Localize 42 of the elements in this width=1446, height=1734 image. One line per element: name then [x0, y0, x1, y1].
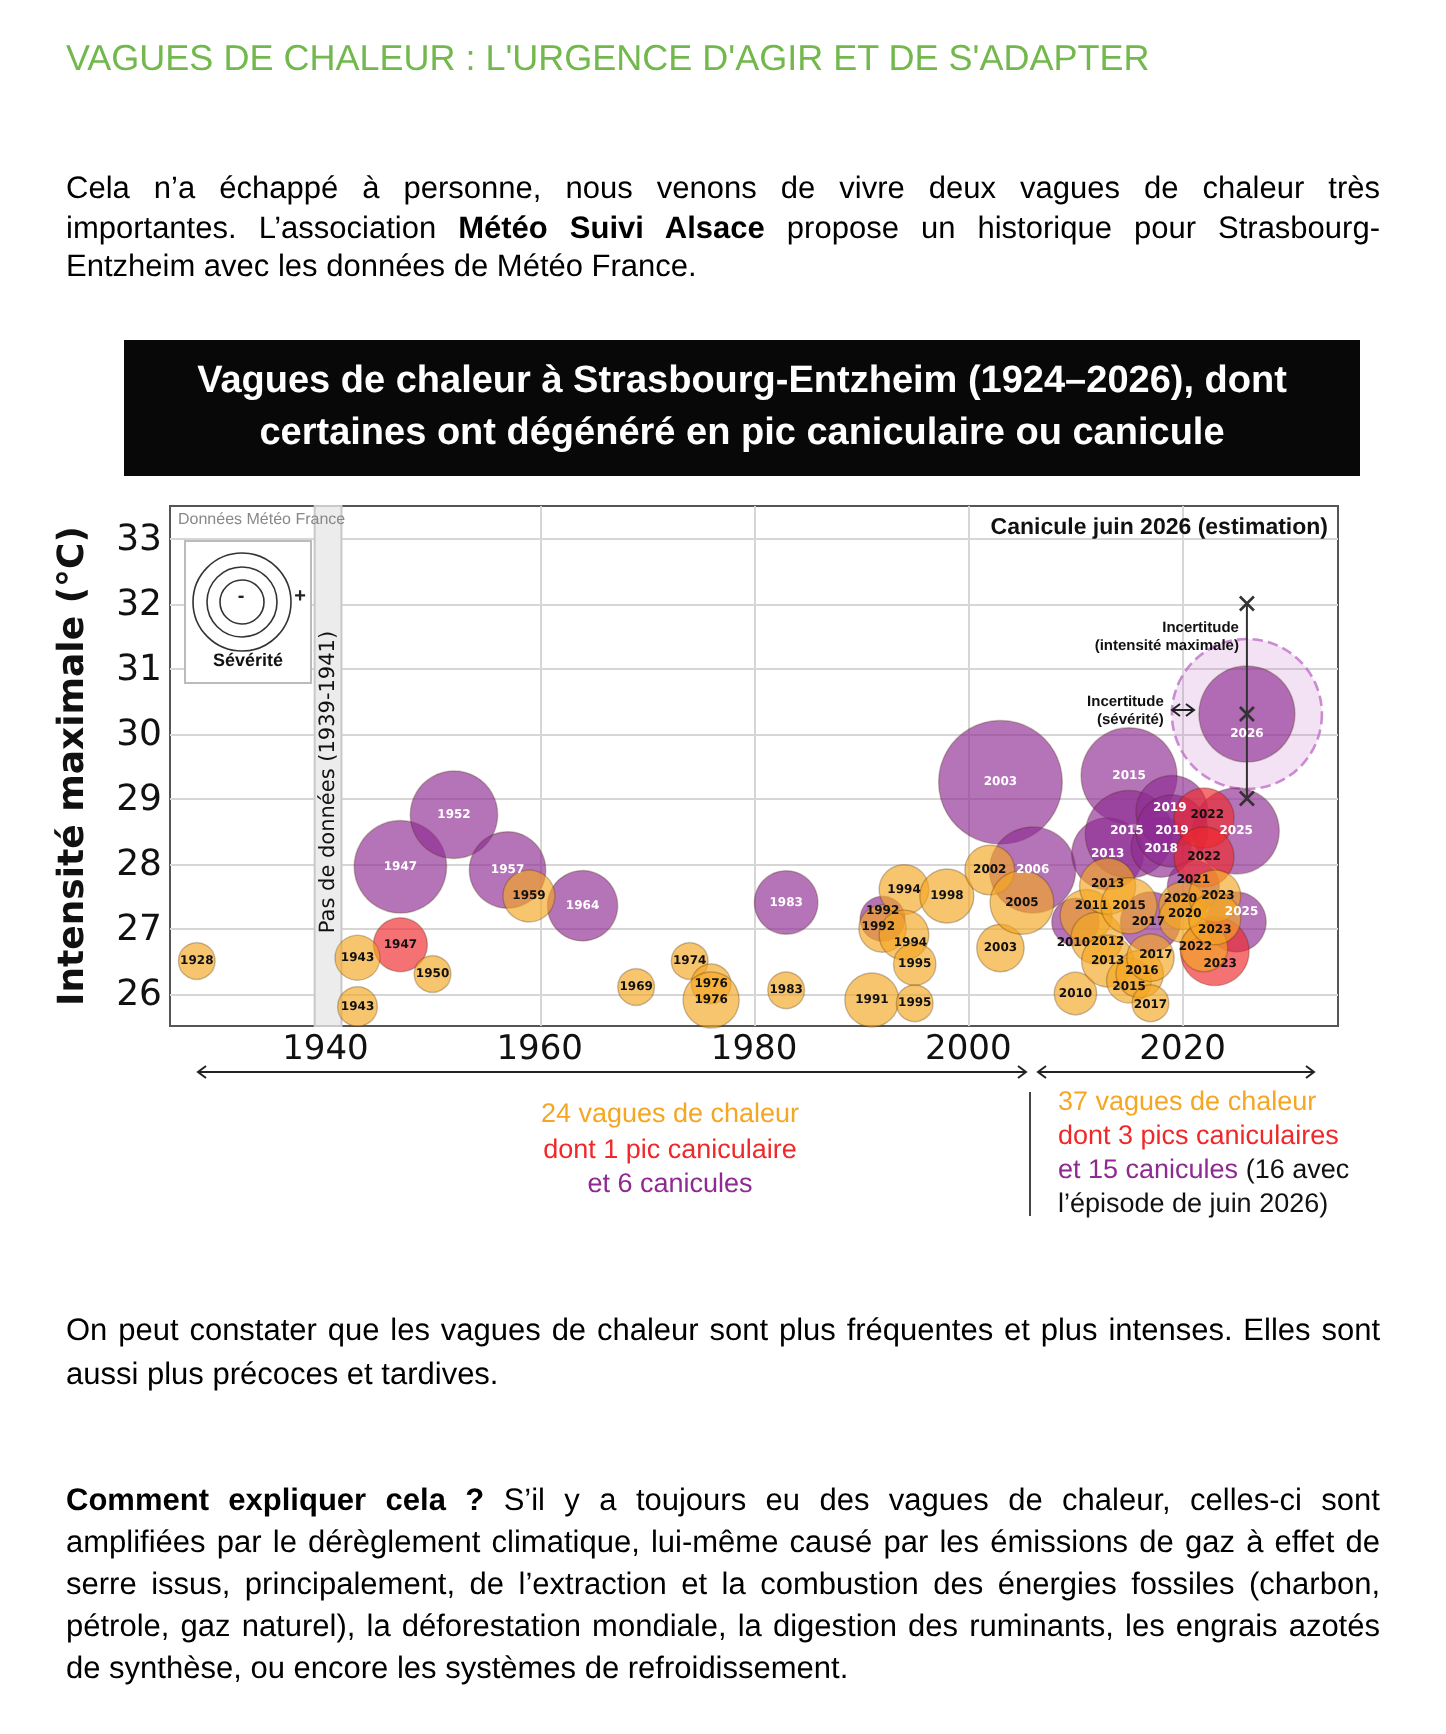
y-tick-label: 29	[116, 777, 162, 820]
text: On peut constater que les vagues de chaleur sont plus fréquentes et plus intenses. Elles sont aussi plus précoces et tardives.	[66, 1314, 1380, 1392]
text: importantes. L’association	[66, 211, 437, 245]
point	[1238, 595, 1256, 612]
y-tick-label: 32	[116, 582, 162, 625]
y-tick-label: 30	[116, 712, 162, 755]
y-tick-label: 27	[116, 907, 162, 950]
y-tick-label: 26	[116, 972, 162, 1015]
x-tick-label: 1940	[282, 1029, 369, 1069]
text: dont 3 pics caniculaires	[1058, 1118, 1341, 1152]
text: Météo Suivi Alsace	[458, 211, 765, 245]
annotation: Données Météo France	[178, 510, 346, 528]
text: (16 avec	[1245, 1154, 1350, 1184]
x-tick-label: 2020	[1139, 1029, 1226, 1069]
text: amplifiées par le dérèglement climatique, lui-même causé par les émissions de gaz à effet de serre issus, principalement, de l’extraction et la combustion des énergies fossiles (charbon, pétrole, gaz naturel), la déforestation mondiale, la digestion des ruminants, les engrais azotés de synthèse, ou encore les systèmes de refroidissement.	[66, 1526, 1380, 1686]
text: propose un historique pour Strasbourg-	[786, 211, 1380, 245]
x-tick-label: 1980	[710, 1029, 798, 1069]
banner: Vagues de chaleur à Strasbourg-Entzheim (1924–2026), dont certaines ont dégénéré en pic caniculaire ou canicule	[124, 340, 1360, 476]
text: Comment expliquer cela ?	[66, 1484, 485, 1518]
y-tick-label: 28	[116, 842, 162, 885]
chart-title: VAGUES DE CHALEUR : L'URGENCE D'AGIR ET DE S'ADAPTER	[66, 38, 1150, 80]
point	[1238, 790, 1256, 807]
y-tick-label: 33	[116, 517, 162, 560]
text: et 6 canicules	[585, 1166, 755, 1201]
text: Cela n’a échappé à personne, nous venons de vivre deux vagues de chaleur très	[66, 172, 1380, 206]
band-label: Pas de données (1939-1941)	[316, 630, 341, 934]
text: 24 vagues de chaleur	[538, 1096, 802, 1131]
x-tick-label: 1960	[496, 1029, 583, 1069]
annotation: Sévérité	[210, 650, 286, 670]
y-tick-label: 31	[116, 647, 162, 690]
point	[1238, 705, 1256, 723]
annotation: Canicule juin 2026 (estimation)	[990, 516, 1328, 540]
x-tick-label: 2000	[925, 1029, 1012, 1069]
text: S’il y a toujours eu des vagues de chaleur, celles-ci sont	[503, 1484, 1380, 1518]
text: dont 1 pic caniculaire	[541, 1131, 799, 1166]
text: Entzheim avec les données de Météo France.	[66, 250, 697, 284]
text: 37 vagues de chaleur	[1058, 1084, 1319, 1118]
annotation: -	[235, 586, 247, 608]
annotation: +	[292, 586, 308, 608]
text: l’épisode de juin 2026)	[1058, 1186, 1331, 1220]
y-axis-title: Intensité maximale (°C)	[51, 526, 93, 1006]
text: et 15 canicules	[1058, 1154, 1239, 1184]
